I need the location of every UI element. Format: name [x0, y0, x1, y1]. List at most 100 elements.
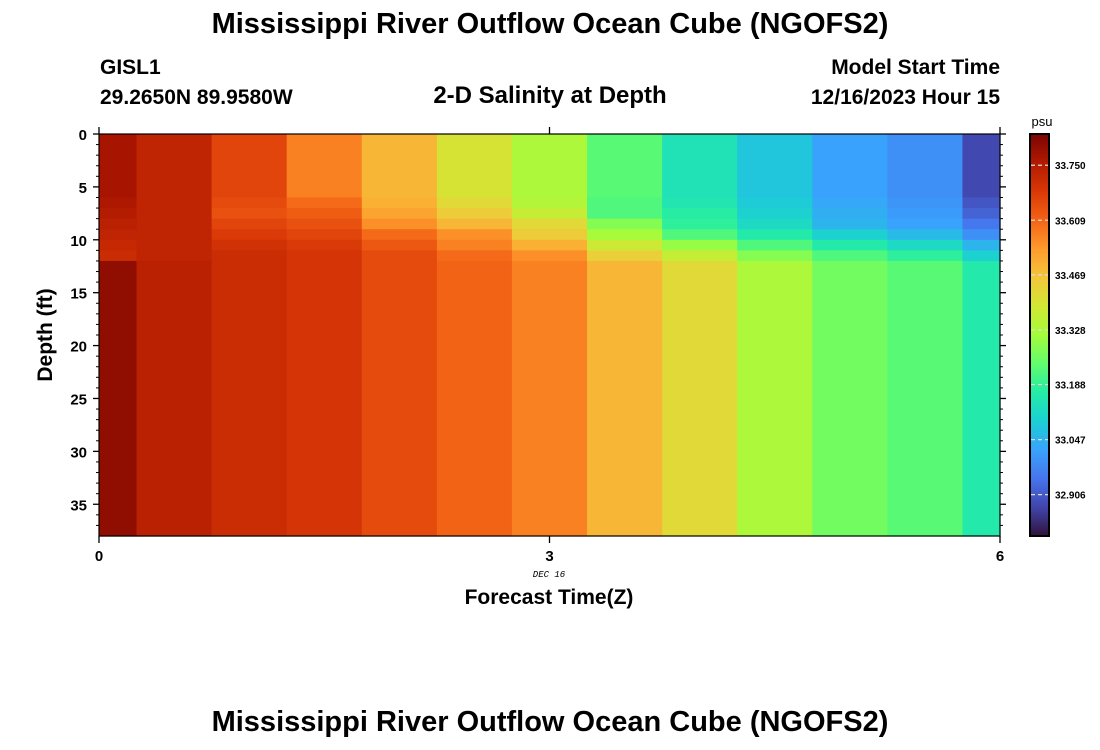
heatmap-cell: [99, 260, 138, 537]
heatmap-cell: [962, 239, 1001, 251]
heatmap-cell: [511, 197, 588, 209]
colorbar-tick-label: 33.188: [1055, 381, 1086, 392]
heatmap-cell: [587, 250, 663, 262]
heatmap-cell: [99, 229, 138, 241]
colorbar-tick-label: 33.750: [1055, 161, 1086, 172]
heatmap-cell: [136, 218, 213, 230]
heatmap-cell: [962, 250, 1001, 262]
heatmap-cells: [99, 134, 1001, 537]
heatmap-cell: [662, 134, 738, 199]
heatmap-cell: [436, 229, 513, 241]
y-tick-label: 30: [70, 444, 87, 461]
y-axis-title: Depth (ft): [34, 288, 57, 381]
heatmap-cell: [587, 229, 663, 241]
x-tick-label: 6: [996, 548, 1004, 565]
heatmap-cell: [662, 250, 738, 262]
heatmap-cell: [587, 260, 663, 537]
heatmap-cell: [887, 239, 964, 251]
heatmap-cell: [436, 208, 513, 220]
heatmap-cell: [286, 197, 363, 209]
heatmap-cell: [662, 218, 738, 230]
heatmap-cell: [737, 250, 813, 262]
heatmap-cell: [99, 197, 138, 209]
heatmap-cell: [286, 260, 363, 537]
y-tick-label: 5: [79, 180, 87, 197]
heatmap-cell: [962, 134, 1001, 199]
heatmap-cell: [587, 197, 663, 209]
heatmap-cell: [286, 239, 363, 251]
colorbar-tick-label: 33.609: [1055, 216, 1086, 227]
heatmap-cell: [587, 218, 663, 230]
heatmap-cell: [662, 260, 738, 537]
heatmap-cell: [887, 260, 964, 537]
heatmap-cell: [887, 250, 964, 262]
heatmap-cell: [361, 260, 438, 537]
y-tick-label: 0: [79, 127, 87, 144]
heatmap-cell: [511, 260, 588, 537]
heatmap-cell: [812, 134, 888, 199]
heatmap-cell: [99, 250, 138, 262]
heatmap-cell: [812, 239, 888, 251]
heatmap-cell: [286, 134, 363, 199]
heatmap-cell: [361, 239, 438, 251]
heatmap-cell: [436, 250, 513, 262]
heatmap-cell: [587, 134, 663, 199]
x-axis-title: Forecast Time(Z): [465, 586, 634, 609]
heatmap-cell: [587, 208, 663, 220]
heatmap-cell: [962, 218, 1001, 230]
colorbar-tick-label: 32.906: [1055, 491, 1086, 502]
model-start-value: 12/16/2023 Hour 15: [810, 86, 1000, 109]
heatmap-cell: [737, 229, 813, 241]
footer-title: Mississippi River Outflow Ocean Cube (NG…: [211, 706, 889, 738]
heatmap-cell: [361, 250, 438, 262]
colorbar: 33.750 33.609 33.469 33.328 33.188 33.047 32.9…: [1029, 133, 1086, 537]
heatmap-cell: [436, 260, 513, 537]
x-tick-label: 3: [545, 548, 553, 565]
colorbar-tick-label: 33.047: [1055, 436, 1086, 447]
heatmap-cell: [887, 229, 964, 241]
colorbar-unit-label: psu: [1032, 114, 1053, 129]
heatmap-cell: [887, 134, 964, 199]
heatmap-cell: [136, 229, 213, 241]
heatmap-cell: [962, 197, 1001, 209]
heatmap-cell: [737, 239, 813, 251]
heatmap-cell: [286, 218, 363, 230]
heatmap-cell: [587, 239, 663, 251]
heatmap-cell: [812, 208, 888, 220]
axis-ticks: 0 5 10 15 20 25 30 35 0 3 6: [70, 127, 1006, 565]
heatmap-cell: [99, 218, 138, 230]
heatmap-cell: [211, 229, 288, 241]
heatmap-cell: [211, 208, 288, 220]
y-tick-label: 20: [70, 339, 87, 356]
heatmap-cell: [737, 208, 813, 220]
colorbar-tick-label: 33.328: [1055, 326, 1086, 337]
heatmap-cell: [286, 250, 363, 262]
y-tick-label: 10: [70, 233, 87, 250]
model-start-label: Model Start Time: [831, 56, 1000, 79]
heatmap-cell: [662, 229, 738, 241]
heatmap-cell: [812, 197, 888, 209]
heatmap-cell: [511, 229, 588, 241]
heatmap-cell: [887, 208, 964, 220]
station-coordinates: 29.2650N 89.9580W: [100, 86, 293, 109]
x-tick-label: 0: [95, 548, 103, 565]
heatmap-cell: [511, 250, 588, 262]
heatmap-cell: [99, 239, 138, 251]
x-axis-date-label: DEC 16: [533, 570, 566, 580]
heatmap-cell: [286, 229, 363, 241]
heatmap-cell: [211, 260, 288, 537]
heatmap-cell: [361, 229, 438, 241]
heatmap-cell: [812, 218, 888, 230]
heatmap-cell: [511, 239, 588, 251]
heatmap-cell: [99, 134, 138, 199]
heatmap-cell: [812, 250, 888, 262]
heatmap-cell: [662, 208, 738, 220]
heatmap-cell: [887, 218, 964, 230]
heatmap-cell: [436, 239, 513, 251]
heatmap-cell: [286, 208, 363, 220]
heatmap-cell: [511, 134, 588, 199]
heatmap-cell: [136, 197, 213, 209]
heatmap-cell: [962, 260, 1001, 537]
chart-subtitle: 2-D Salinity at Depth: [433, 82, 667, 109]
